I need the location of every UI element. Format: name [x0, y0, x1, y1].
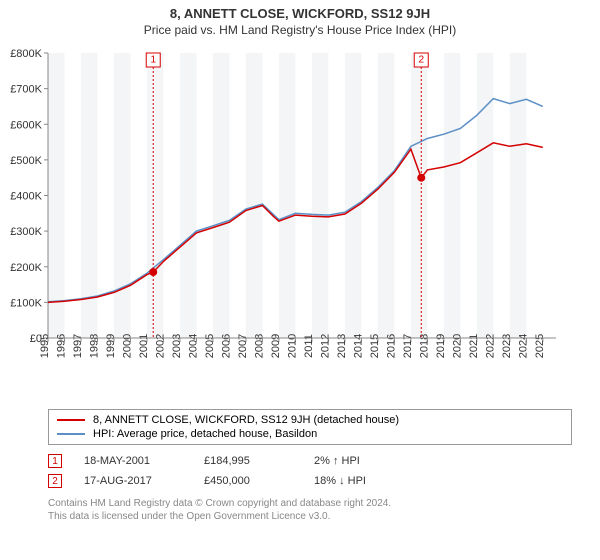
y-tick-label: £300K	[10, 226, 42, 238]
x-tick-label: 2007	[237, 334, 249, 358]
y-tick-label: £700K	[10, 84, 42, 96]
x-tick-label: 2015	[369, 334, 381, 358]
x-tick-label: 1996	[55, 334, 67, 358]
marker-pct: 18% ↓ HPI	[314, 475, 424, 487]
x-tick-label: 2021	[468, 334, 480, 358]
legend-item: 8, ANNETT CLOSE, WICKFORD, SS12 9JH (det…	[57, 413, 563, 427]
x-tick-label: 1995	[39, 334, 51, 358]
marker-price: £184,995	[204, 455, 314, 467]
marker-price: £450,000	[204, 475, 314, 487]
legend-swatch	[57, 419, 85, 421]
x-tick-label: 2006	[220, 334, 232, 358]
x-tick-label: 2003	[171, 334, 183, 358]
x-tick-label: 2016	[385, 334, 397, 358]
subtitle: Price paid vs. HM Land Registry's House …	[0, 23, 600, 37]
y-tick-label: £800K	[10, 48, 42, 60]
x-tick-label: 2025	[534, 334, 546, 358]
plot-band	[444, 53, 460, 338]
x-tick-label: 2014	[352, 334, 364, 358]
x-tick-label: 2019	[435, 334, 447, 358]
legend-label: 8, ANNETT CLOSE, WICKFORD, SS12 9JH (det…	[93, 414, 399, 426]
y-tick-label: £100K	[10, 297, 42, 309]
x-tick-label: 2010	[286, 334, 298, 358]
plot-band	[114, 53, 130, 338]
marker-number: 2	[418, 55, 424, 66]
marker-date: 18-MAY-2001	[84, 455, 204, 467]
footer-line-2: This data is licensed under the Open Gov…	[48, 510, 572, 523]
chart-svg: £0£100K£200K£300K£400K£500K£600K£700K£80…	[0, 43, 572, 403]
marker-row: 2 17-AUG-2017£450,00018% ↓ HPI	[48, 471, 572, 491]
x-tick-label: 1999	[105, 334, 117, 358]
x-tick-label: 2022	[484, 334, 496, 358]
y-tick-label: £600K	[10, 119, 42, 131]
x-tick-label: 2023	[501, 334, 513, 358]
chart: £0£100K£200K£300K£400K£500K£600K£700K£80…	[0, 43, 572, 403]
x-tick-label: 2001	[138, 334, 150, 358]
x-tick-label: 2009	[270, 334, 282, 358]
plot-band	[510, 53, 526, 338]
x-tick-label: 2002	[154, 334, 166, 358]
plot-band	[48, 53, 64, 338]
legend-item: HPI: Average price, detached house, Basi…	[57, 427, 563, 441]
marker-row-number: 2	[48, 474, 62, 488]
x-tick-label: 1998	[88, 334, 100, 358]
x-tick-label: 2013	[336, 334, 348, 358]
marker-row-number: 1	[48, 454, 62, 468]
y-tick-label: £400K	[10, 191, 42, 203]
plot-band	[345, 53, 361, 338]
plot-band	[147, 53, 163, 338]
plot-band	[378, 53, 394, 338]
legend-swatch	[57, 433, 85, 435]
plot-band	[246, 53, 262, 338]
chart-container: 8, ANNETT CLOSE, WICKFORD, SS12 9JH Pric…	[0, 0, 600, 523]
x-tick-label: 2020	[451, 334, 463, 358]
footer-line-1: Contains HM Land Registry data © Crown c…	[48, 497, 572, 510]
x-tick-label: 1997	[72, 334, 84, 358]
x-tick-label: 2024	[517, 334, 529, 358]
x-tick-label: 2018	[418, 334, 430, 358]
legend: 8, ANNETT CLOSE, WICKFORD, SS12 9JH (det…	[48, 409, 572, 445]
plot-band	[411, 53, 427, 338]
x-tick-label: 2000	[121, 334, 133, 358]
marker-dot	[417, 174, 425, 182]
plot-band	[312, 53, 328, 338]
plot-band	[81, 53, 97, 338]
x-tick-label: 2017	[402, 334, 414, 358]
marker-row: 1 18-MAY-2001£184,9952% ↑ HPI	[48, 451, 572, 471]
plot-band	[477, 53, 493, 338]
plot-band	[180, 53, 196, 338]
x-tick-label: 2005	[204, 334, 216, 358]
marker-table: 1 18-MAY-2001£184,9952% ↑ HPI 2 17-AUG-2017…	[48, 451, 572, 491]
x-tick-label: 2004	[187, 334, 199, 358]
main-title: 8, ANNETT CLOSE, WICKFORD, SS12 9JH	[0, 6, 600, 21]
y-tick-label: £500K	[10, 155, 42, 167]
legend-label: HPI: Average price, detached house, Basi…	[93, 428, 317, 440]
marker-pct: 2% ↑ HPI	[314, 455, 424, 467]
plot-band	[279, 53, 295, 338]
plot-band	[213, 53, 229, 338]
marker-dot	[149, 268, 157, 276]
x-tick-label: 2012	[319, 334, 331, 358]
x-tick-label: 2008	[253, 334, 265, 358]
marker-number: 1	[150, 55, 156, 66]
y-tick-label: £200K	[10, 262, 42, 274]
title-area: 8, ANNETT CLOSE, WICKFORD, SS12 9JH Pric…	[0, 0, 600, 39]
footer-text: Contains HM Land Registry data © Crown c…	[48, 497, 572, 523]
marker-date: 17-AUG-2017	[84, 475, 204, 487]
